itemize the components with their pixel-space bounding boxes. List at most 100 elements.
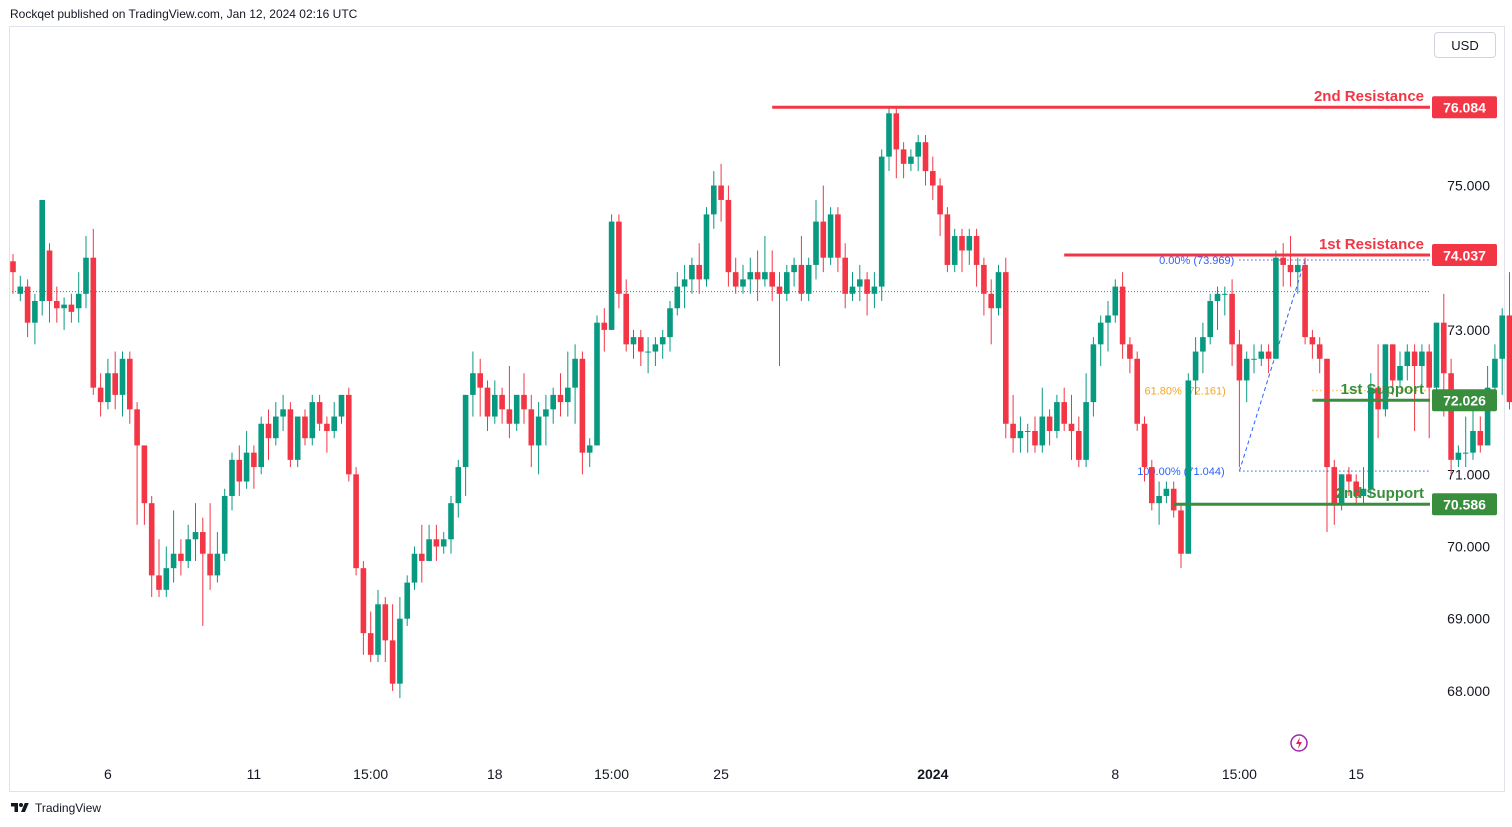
candle-body [725,199,732,273]
candle-body [134,409,140,446]
candle-body [1170,488,1177,511]
candle-body [397,618,403,684]
candle-body [192,532,199,540]
candle-body [1309,337,1316,345]
candle-body [944,214,951,265]
candle-body [309,402,316,439]
candle-body [148,503,155,576]
fib-level-label: 61.80% (72.161) [1145,385,1226,397]
candle-body [1192,351,1199,381]
candle-body [243,452,250,482]
candle-body [1455,452,1462,460]
y-tick-label: 69.000 [1447,611,1490,627]
tradingview-logo-icon [11,803,29,812]
candle-body [513,394,520,424]
candle-body [1207,301,1213,338]
footer-brand[interactable]: TradingView [10,801,101,815]
candle-body [287,409,294,460]
candle-body [1229,293,1235,345]
candle-body [871,286,878,294]
candle-body [1024,430,1031,432]
candle-body [185,539,191,561]
x-tick-label: 8 [1111,766,1119,782]
candle-body [1127,344,1133,359]
candle-body [718,185,724,200]
candle-body [492,394,498,417]
candle-body [1222,293,1228,295]
candle-body [97,387,104,403]
y-tick-label: 68.000 [1447,683,1490,699]
candle-body [1411,351,1418,366]
candle-body [1178,510,1184,554]
candle-body [820,221,827,258]
candle-body [659,337,666,345]
candle-body [112,373,118,395]
candle-body [1149,467,1155,504]
candle-body [689,264,695,280]
x-tick-label: 15:00 [1222,766,1257,782]
candle-body [462,394,469,468]
candle-body [83,257,89,294]
candle-body [711,185,717,215]
candle-body [1448,373,1454,460]
candle-body [1368,387,1374,489]
candle-body [849,286,856,294]
currency-button[interactable]: USD [1434,32,1496,58]
candle-body [827,214,834,258]
candle-body [1295,264,1301,273]
candle-body [740,279,746,287]
chart-frame[interactable] [9,26,1505,792]
x-tick-label: 15 [1348,766,1364,782]
candle-body [316,402,323,424]
lightning-circle-icon[interactable] [1290,734,1308,752]
candle-body [579,358,586,453]
candle-body [1426,351,1432,388]
candle-body [360,568,367,634]
candle-body [864,279,870,294]
candle-body [1185,380,1192,554]
candle-body [623,293,629,345]
publish-info: Rockqet published on TradingView.com, Ja… [10,7,358,21]
candle-body [258,423,264,468]
candle-body [981,264,987,294]
candle-body [1076,430,1082,460]
candle-body [784,272,790,294]
candle-body [39,199,45,302]
candle-body [762,272,768,280]
candle-body [652,344,659,352]
candle-body [1017,430,1024,439]
candle-body [1506,315,1512,403]
candle-body [1360,488,1367,496]
candle-body [543,409,549,417]
candle-body [46,250,53,302]
candle-body [105,373,111,403]
candle-body [813,221,819,265]
candle-body [550,394,556,410]
candle-body [1404,351,1411,366]
candle-body [988,293,994,309]
candle-body [411,553,418,583]
candle-body [616,221,622,294]
candle-body [302,416,308,439]
candle-body [90,257,97,388]
candle-body [1353,481,1359,496]
candle-body [440,539,447,547]
candle-body [842,257,848,294]
candle-body [776,286,783,294]
candle-body [324,423,330,431]
candle-body [214,553,221,576]
candle-body [170,553,177,569]
candle-body [1003,272,1009,424]
candle-body [499,394,505,410]
footer-brand-label: TradingView [35,801,102,815]
candle-body [426,539,432,561]
candle-body [798,264,805,294]
candle-body [805,264,812,294]
candle-body [1273,257,1279,359]
price-tag [1432,96,1497,119]
candle-body [1258,351,1265,359]
candle-body [966,236,973,251]
candle-body [506,409,513,424]
candle-body [1243,358,1250,381]
